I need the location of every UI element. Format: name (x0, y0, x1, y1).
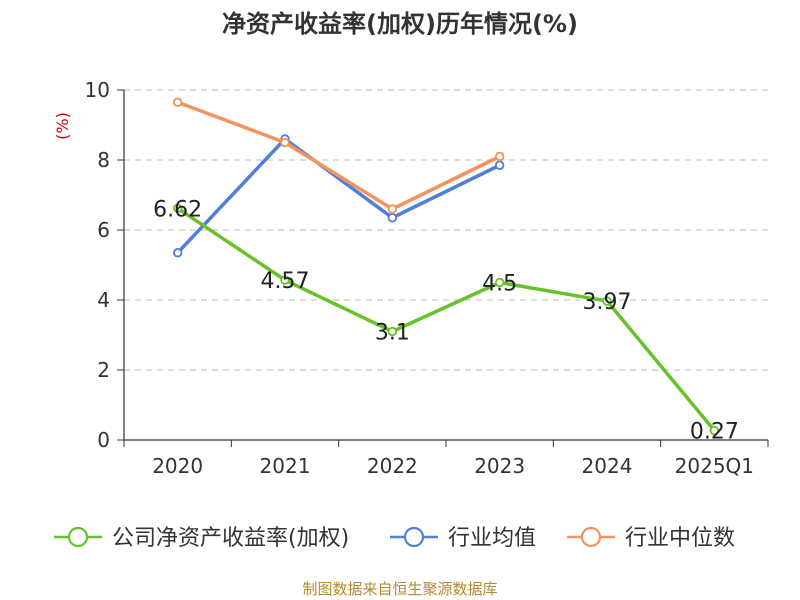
series-point-0 (387, 326, 398, 337)
legend-marker (67, 526, 89, 548)
series-line-1 (176, 137, 501, 254)
x-tick-label: 2023 (474, 454, 525, 478)
series-line-2 (177, 100, 501, 211)
y-axis-label: (%) (53, 112, 72, 140)
legend-label: 行业均值 (448, 526, 536, 551)
legend-marker (580, 526, 602, 548)
series-point-0 (172, 203, 183, 213)
series-lines (172, 97, 720, 436)
series-line-0 (176, 206, 716, 432)
series-point-2 (387, 204, 398, 214)
legend-label: 公司净资产收益率(加权) (112, 526, 349, 551)
y-tick-label: 0 (97, 428, 110, 452)
legend[interactable]: 公司净资产收益率(加权) 行业均值 行业中位数 (54, 526, 735, 551)
data-label: 3.1 (375, 321, 410, 346)
y-tick-label: 10 (85, 78, 110, 102)
x-tick-label: 2024 (582, 454, 633, 478)
series-point-1 (172, 248, 183, 258)
legend-label: 行业中位数 (625, 526, 735, 551)
data-labels: 6.62 4.57 3.1 4.5 3.97 0.27 (153, 197, 739, 444)
x-tick-label: 2025Q1 (675, 454, 754, 478)
y-tick-label: 6 (97, 218, 110, 242)
series-point-0 (602, 296, 612, 306)
chart-title: 净资产收益率(加权)历年情况(%) (222, 10, 578, 38)
data-label: 0.27 (690, 420, 739, 445)
x-tick-label: 2022 (367, 454, 418, 478)
series-point-1 (494, 160, 505, 170)
data-label: 3.97 (583, 290, 632, 315)
series-point-0 (494, 277, 505, 288)
series-point-2 (494, 151, 505, 162)
x-tick-label: 2021 (260, 454, 311, 478)
source-note: 制图数据来自恒生聚源数据库 (302, 580, 498, 598)
series-point-1 (387, 213, 398, 223)
y-tick-label: 8 (97, 148, 110, 172)
grid-lines (124, 89, 768, 371)
y-tick-label: 2 (97, 358, 110, 382)
data-label: 6.62 (153, 197, 202, 222)
axes: 0 2 4 6 8 10 2020 2021 2022 2023 2024 2025Q1 (85, 78, 769, 478)
series-point-2 (280, 137, 290, 148)
series-point-0 (709, 425, 720, 436)
data-label: 4.5 (482, 272, 517, 297)
y-tick-label: 4 (97, 288, 110, 312)
x-tick-label: 2020 (152, 454, 203, 478)
series-point-2 (172, 97, 183, 107)
series-point-0 (280, 275, 290, 285)
legend-marker (403, 526, 425, 548)
data-label: 4.57 (261, 269, 310, 294)
